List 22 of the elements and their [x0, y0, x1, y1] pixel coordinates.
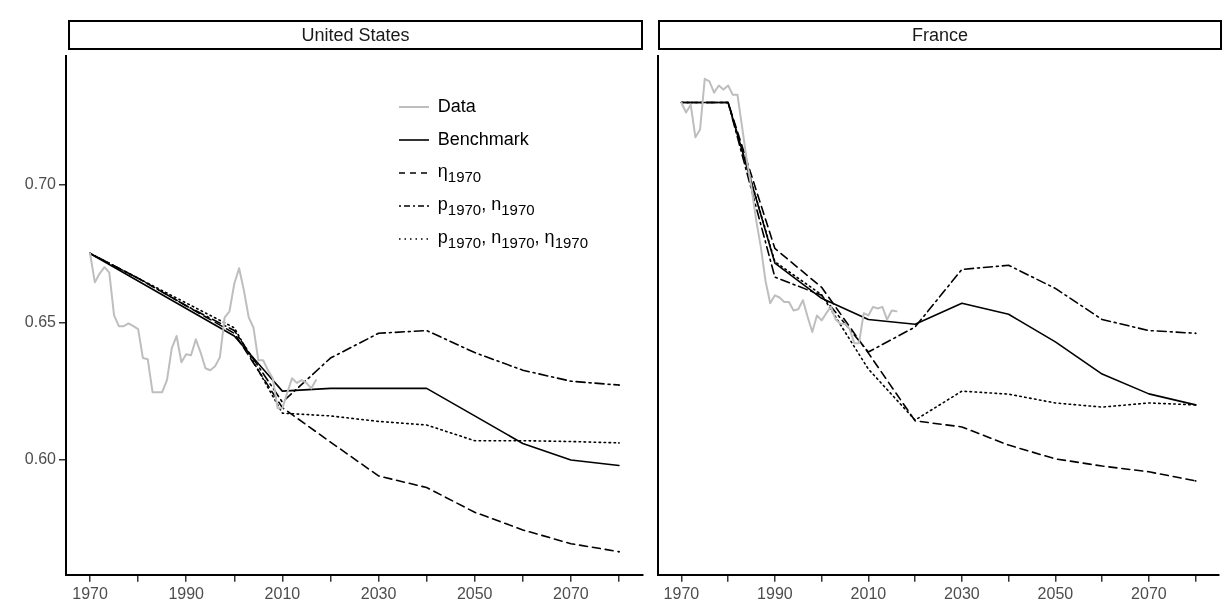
x-tick-label: 2070	[1131, 584, 1167, 602]
legend-label: η$_{1970}$	[437, 160, 482, 185]
legend-label: Data	[437, 96, 476, 117]
x-tick-label: 2070	[553, 584, 589, 602]
x-tick-label: 1990	[757, 584, 793, 602]
legend-label: p$_{1970}$, n$_{1970}$	[437, 193, 535, 218]
chart-title: France	[911, 24, 969, 46]
chart-title: United States	[301, 24, 410, 46]
x-tick-label: 1970	[663, 584, 700, 602]
x-tick-label: 2030	[360, 584, 397, 602]
x-tick-label: 2050	[1037, 584, 1074, 602]
y-tick-label: 0.70	[24, 175, 57, 192]
y-tick-label: 0.60	[24, 450, 57, 468]
x-tick-label: 2050	[456, 584, 493, 602]
x-tick-label: 1970	[72, 584, 108, 602]
y-tick-label: 0.65	[24, 312, 57, 330]
x-tick-label: 1990	[168, 584, 205, 602]
x-tick-label: 2010	[850, 584, 887, 602]
legend-label: Benchmark	[437, 129, 529, 150]
x-tick-label: 2010	[264, 584, 301, 602]
x-tick-label: 2030	[944, 584, 980, 602]
legend-label: p$_{1970}$, n$_{1970}$, η$_{1970}$	[437, 226, 588, 251]
